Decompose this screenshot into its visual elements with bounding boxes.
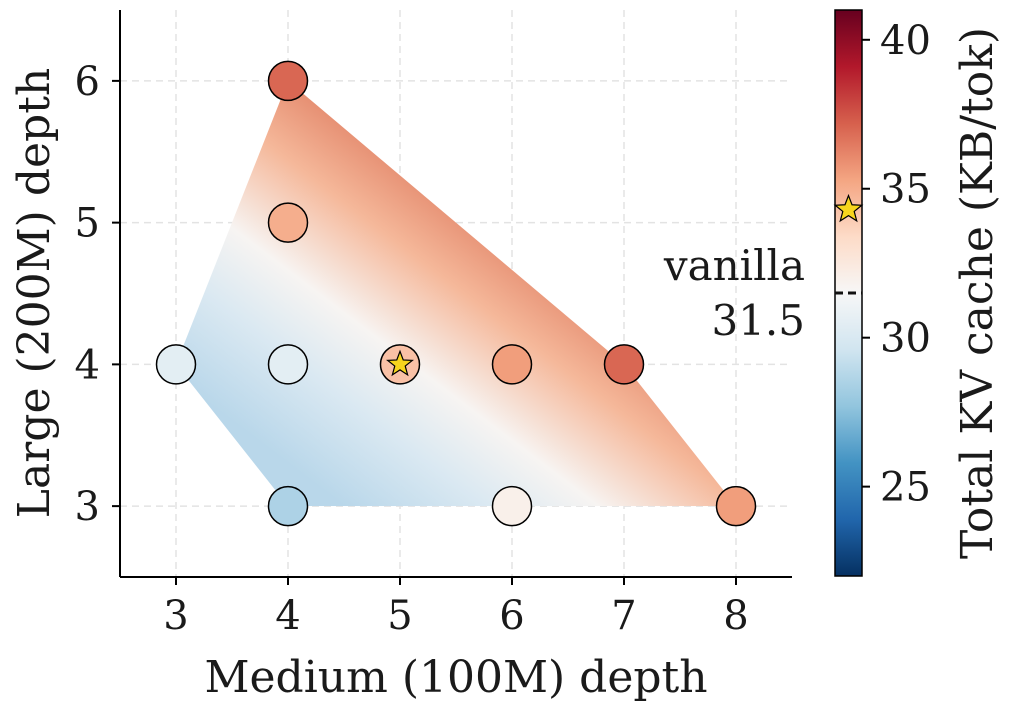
x-tick-label: 6 <box>499 593 524 639</box>
colorbar-tick-label: 35 <box>880 167 931 213</box>
x-ticks: 3 4 5 6 7 8 <box>163 577 749 639</box>
data-point <box>491 485 533 527</box>
x-tick-label: 4 <box>275 593 300 639</box>
colorbar-star-marker <box>833 193 864 223</box>
data-points <box>155 60 757 527</box>
data-point <box>267 60 309 102</box>
colorbar: 25 30 35 40 Total KV cache (KB/tok) <box>833 9 1003 577</box>
data-point <box>715 485 757 527</box>
data-point <box>267 202 309 243</box>
y-tick-label: 6 <box>75 59 100 105</box>
colorbar-tick-label: 30 <box>880 316 931 362</box>
x-tick-label: 7 <box>611 593 636 639</box>
vanilla-annotation: vanilla 31.5 <box>663 241 805 345</box>
y-tick-label: 3 <box>75 484 100 530</box>
colorbar-tick-label: 40 <box>880 18 931 64</box>
star-marker <box>386 349 414 377</box>
data-point <box>603 344 645 385</box>
x-tick-label: 8 <box>723 593 748 639</box>
colorbar-ticks: 25 30 35 40 <box>862 18 931 511</box>
annotation-value: 31.5 <box>711 296 805 345</box>
interpolated-surface <box>176 80 736 507</box>
y-axis-title: Large (200M) depth <box>9 68 60 518</box>
annotation-label: vanilla <box>663 241 805 290</box>
y-tick-label: 4 <box>75 342 100 388</box>
data-point <box>491 344 533 385</box>
axes <box>119 10 792 578</box>
colorbar-tick-label: 25 <box>880 465 931 511</box>
y-ticks: 3 4 5 6 <box>75 59 120 530</box>
x-axis-title: Medium (100M) depth <box>204 652 707 703</box>
data-point <box>155 344 197 385</box>
colorbar-title: Total KV cache (KB/tok) <box>952 27 1003 559</box>
x-tick-label: 3 <box>163 593 188 639</box>
y-tick-label: 5 <box>75 201 100 247</box>
data-point <box>267 485 309 527</box>
x-tick-label: 5 <box>387 593 412 639</box>
data-point <box>267 344 309 385</box>
